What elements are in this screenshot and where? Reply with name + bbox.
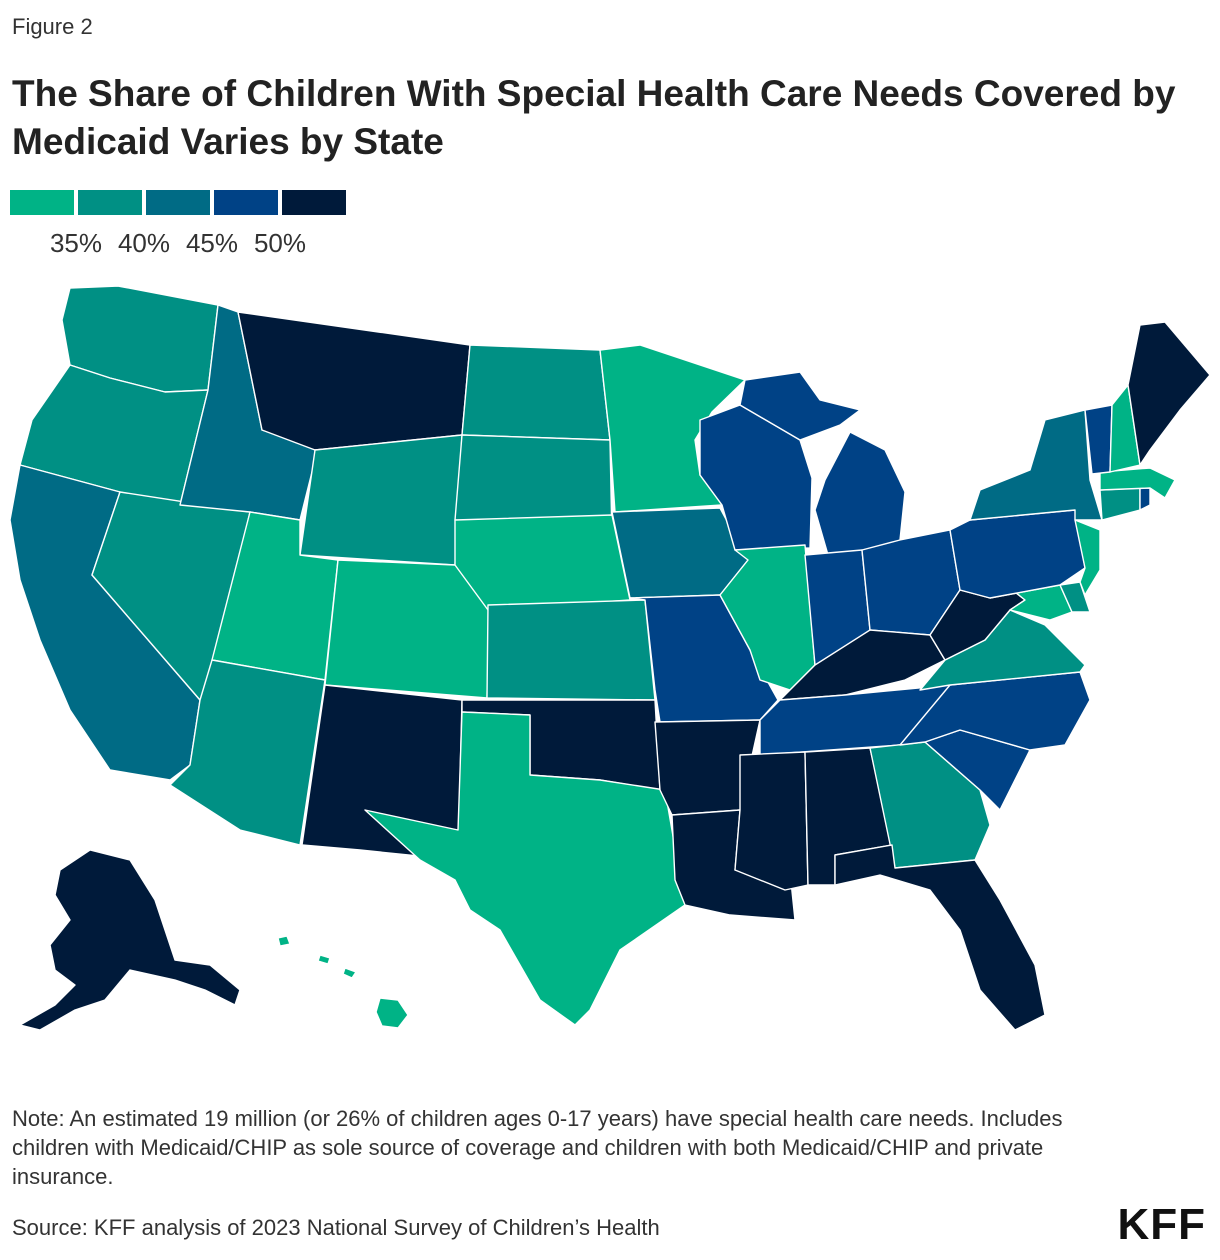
state-ne[interactable]	[454, 514, 631, 611]
state-ct[interactable]	[1099, 487, 1141, 521]
state-mn[interactable]	[599, 344, 746, 513]
kff-logo: KFF	[1117, 1200, 1206, 1249]
chart-title: The Share of Children With Special Healt…	[12, 73, 1176, 162]
footnote: Note: An estimated 19 million (or 26% of…	[12, 1106, 1063, 1189]
state-co[interactable]	[324, 559, 491, 699]
legend-swatch-1	[10, 190, 74, 215]
state-ak[interactable]	[19, 849, 241, 1031]
state-mt[interactable]	[237, 311, 471, 451]
state-wy[interactable]	[299, 434, 463, 566]
legend-swatch-4	[214, 190, 278, 215]
state-ri[interactable]	[1139, 487, 1151, 511]
state-fl[interactable]	[834, 844, 1046, 1031]
legend-tick-45: 45%	[185, 228, 239, 258]
legend-swatch-5	[282, 190, 346, 215]
us-state-map	[0, 270, 1220, 1070]
state-nj[interactable]	[1074, 519, 1101, 596]
source-text: Source: KFF analysis of 2023 National Su…	[12, 1215, 660, 1240]
map-svg	[9, 285, 1211, 1031]
color-legend: 35% 40% 45% 50%	[10, 190, 355, 260]
legend-tick-35: 35%	[49, 228, 103, 258]
state-nm[interactable]	[301, 684, 463, 861]
state-me[interactable]	[1127, 321, 1211, 466]
figure-label: Figure 2	[12, 14, 93, 39]
state-az[interactable]	[169, 659, 326, 846]
state-ks[interactable]	[486, 599, 656, 701]
state-tx[interactable]	[364, 711, 686, 1026]
state-ms[interactable]	[734, 751, 809, 891]
legend-tick-40: 40%	[117, 228, 171, 258]
state-ma[interactable]	[1099, 467, 1176, 499]
legend-swatch-2	[78, 190, 142, 215]
state-ny[interactable]	[969, 409, 1103, 521]
legend-tick-50: 50%	[253, 228, 307, 258]
legend-swatch-3	[146, 190, 210, 215]
state-hi[interactable]	[277, 935, 409, 1029]
state-nd[interactable]	[461, 344, 611, 441]
